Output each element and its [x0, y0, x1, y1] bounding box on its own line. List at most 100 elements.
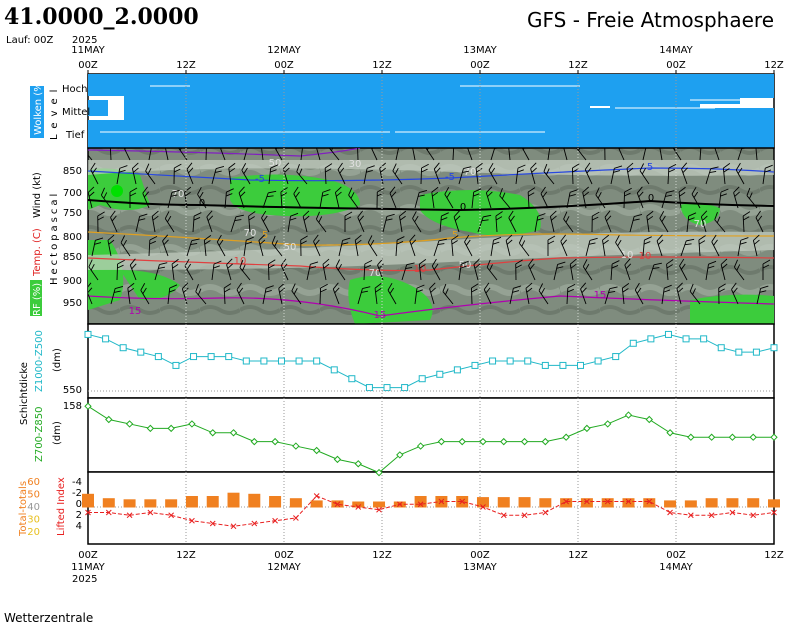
- data-point: [453, 366, 461, 374]
- data-point: [500, 512, 507, 519]
- p-800: 800: [63, 232, 82, 243]
- contour-label: 30: [349, 159, 362, 170]
- data-point: [348, 375, 356, 383]
- data-point: [584, 498, 590, 505]
- data-point: [105, 415, 113, 424]
- data-point: [707, 433, 716, 441]
- contour-label: 15: [594, 290, 607, 301]
- p-850-top: 850: [63, 166, 82, 177]
- data-point: [687, 433, 695, 441]
- total-totals-bar: [539, 498, 552, 508]
- hectopascal-label: Hectopascal: [49, 191, 60, 285]
- data-point: [190, 353, 198, 361]
- data-point: [333, 455, 342, 464]
- data-point: [521, 512, 528, 519]
- cloud-axis-title: Level: [49, 84, 60, 140]
- dm-label-2: (dm): [52, 421, 63, 445]
- data-point: [416, 442, 425, 450]
- contour-label: 50: [269, 158, 282, 169]
- contour-label: 10: [234, 256, 247, 267]
- top-date-label: 11MAY: [71, 45, 105, 56]
- data-point: [666, 429, 674, 437]
- data-point: [188, 420, 196, 428]
- contour-label: 0: [199, 198, 205, 209]
- total-totals-bar: [352, 501, 365, 508]
- top-time-axis: 11MAY 00Z 12Z 12MAY 00Z 12Z 13MAY 00Z 12Z 14MAY 00…: [71, 45, 784, 74]
- p-900: 900: [63, 276, 82, 287]
- cloud-cover-bars: [88, 74, 774, 148]
- total-totals-bar: [622, 498, 635, 508]
- data-point: [272, 517, 278, 524]
- li-tick: 2: [76, 510, 82, 521]
- contour-label: 5: [262, 230, 268, 241]
- data-point: [750, 512, 757, 519]
- data-point: [700, 335, 708, 343]
- data-point: [137, 348, 145, 356]
- data-point: [646, 498, 653, 505]
- total-totals-bar: [414, 496, 427, 508]
- data-point: [749, 433, 757, 441]
- data-point: [396, 451, 404, 459]
- bottom-hour-label: 00Z: [78, 550, 98, 561]
- tt-tick: 20: [27, 527, 40, 538]
- data-point: [154, 353, 162, 361]
- data-point: [752, 348, 760, 356]
- data-point: [542, 509, 549, 516]
- dm-label-1: (dm): [52, 348, 63, 372]
- total-totals-bar: [726, 498, 739, 508]
- tt-tick: 30: [27, 515, 40, 526]
- time-gridlines: [185, 74, 677, 544]
- data-point: [260, 357, 268, 365]
- data-point: [541, 437, 550, 446]
- li-tick: -2: [72, 488, 82, 499]
- total-totals-bar: [664, 500, 677, 508]
- data-point: [383, 384, 391, 392]
- location-title: 41.0000_2.0000: [4, 4, 199, 30]
- data-point: [102, 335, 110, 343]
- contour-label: 0: [460, 202, 466, 213]
- data-point: [225, 353, 233, 361]
- data-point: [172, 361, 180, 369]
- top-hour-label: 00Z: [274, 60, 294, 71]
- wind-label: Wind (kt): [32, 172, 43, 218]
- lifted-index-label: Lifted Index: [56, 477, 67, 536]
- data-point: [577, 361, 585, 369]
- data-point: [147, 509, 154, 516]
- data-point: [209, 520, 216, 527]
- data-point: [125, 420, 134, 428]
- data-point: [664, 330, 672, 338]
- p-850: 850: [63, 252, 82, 263]
- data-point: [471, 361, 479, 369]
- data-point: [489, 357, 497, 365]
- data-point: [629, 339, 637, 347]
- bottom-hour-label: 12Z: [764, 550, 784, 561]
- bottom-hour-label: 00Z: [470, 550, 490, 561]
- data-point: [293, 515, 299, 521]
- atmos-side-labels: RF (%) Temp. (C) Hectopascal Wind (kt) 8…: [30, 166, 82, 316]
- total-totals-bar: [497, 497, 510, 508]
- top-hour-label: 12Z: [764, 60, 784, 71]
- data-point: [401, 384, 409, 392]
- data-point: [583, 424, 591, 433]
- thickness2-ytick: 158: [63, 401, 82, 412]
- data-point: [396, 501, 403, 508]
- level-hoch: Hoch: [62, 84, 87, 95]
- top-hour-label: 00Z: [470, 60, 490, 71]
- tt-tick: 50: [27, 490, 40, 501]
- data-point: [729, 509, 736, 516]
- data-point: [242, 357, 250, 365]
- data-point: [168, 512, 175, 519]
- thickness2-side-labels: Z700-Z850 (dm) 158: [34, 401, 82, 462]
- top-hour-label: 12Z: [568, 60, 588, 71]
- data-point: [84, 402, 92, 410]
- li-tick: 4: [76, 521, 82, 532]
- top-hour-label: 00Z: [666, 60, 686, 71]
- data-point: [524, 357, 532, 365]
- data-point: [541, 361, 549, 369]
- total-totals-bar: [580, 498, 593, 508]
- contour-label: 70: [464, 167, 477, 178]
- data-point: [365, 384, 373, 392]
- thickness1-side-labels: Schichtdicke Z1000-Z500 (dm) 550: [19, 330, 82, 425]
- data-point: [313, 357, 321, 365]
